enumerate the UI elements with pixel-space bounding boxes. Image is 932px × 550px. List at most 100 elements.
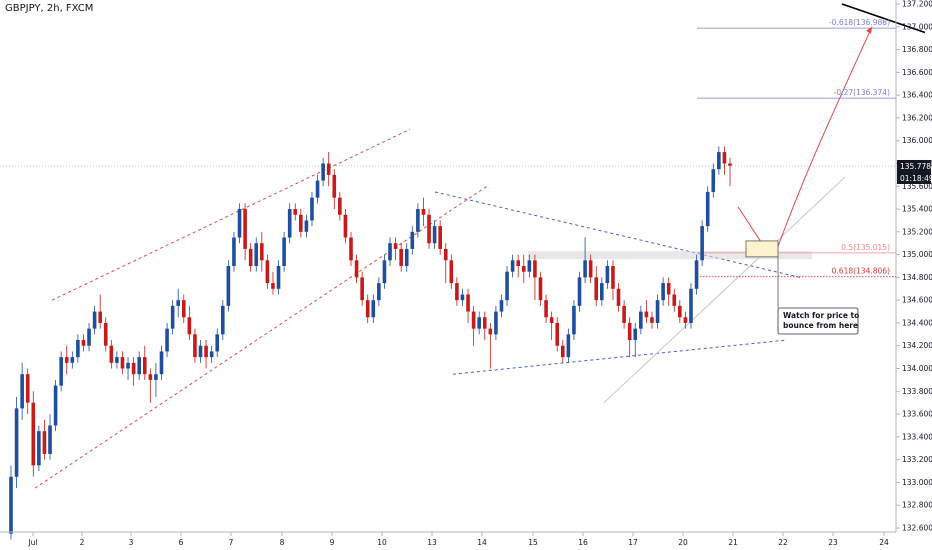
candle-body: [577, 277, 582, 306]
candle-body: [9, 476, 13, 534]
candle-body: [126, 362, 130, 369]
fib-level-label: -0.27(136.374): [834, 88, 890, 97]
candle-body: [700, 226, 704, 261]
price-tick-label: 133.200: [902, 455, 932, 464]
candle-body: [672, 294, 677, 306]
drawings: -0.618(136.988) -0.27(136.374) 0.5(135.015…: [0, 3, 926, 489]
candle-body: [237, 209, 242, 238]
candle-body: [482, 317, 487, 329]
candle-body: [644, 311, 649, 318]
candle-body: [204, 345, 208, 358]
triangle-upper-line: [434, 191, 801, 278]
candle-body: [64, 357, 69, 363]
candle-body: [248, 248, 253, 266]
time-tick-label: 13: [427, 538, 437, 547]
candle-body: [48, 425, 52, 454]
candle-body: [499, 300, 504, 312]
candle-body: [243, 209, 247, 249]
support-zone: [528, 251, 812, 260]
candle-body: [181, 300, 186, 318]
candle-body: [148, 374, 153, 380]
candle-body: [154, 374, 158, 380]
candle-body: [115, 357, 119, 363]
candle-body: [510, 260, 515, 272]
price-tick-label: 134.000: [902, 364, 932, 373]
time-tick-label: 10: [377, 538, 387, 547]
candle-body: [315, 180, 320, 198]
candle-body: [349, 237, 353, 261]
annotation-text-line: Watch for price to: [783, 311, 859, 320]
candle-body: [371, 300, 376, 318]
candle-body: [622, 305, 626, 323]
candle-body: [42, 431, 47, 454]
candle-body: [109, 345, 114, 363]
candle-body: [326, 163, 331, 175]
fib-level-label: 0.5(135.015): [841, 243, 890, 252]
candle-body: [566, 334, 571, 358]
candle-body: [76, 340, 80, 358]
candle-body: [287, 209, 292, 238]
price-tick-label: 136.000: [902, 136, 932, 145]
candle-body: [20, 374, 24, 409]
candle-body: [87, 328, 91, 346]
candle-body: [605, 266, 610, 284]
candle-body: [711, 169, 716, 192]
candle-body: [276, 266, 281, 289]
price-tick-label: 137.000: [902, 22, 932, 31]
candle-body: [488, 328, 493, 335]
candle-body: [332, 174, 337, 198]
candle-body: [365, 300, 370, 318]
price-tick-label: 133.800: [902, 387, 932, 396]
candle-body: [432, 226, 437, 244]
candle-body: [360, 277, 364, 301]
candle-body: [583, 260, 587, 278]
candle-body: [477, 317, 481, 329]
candles: [9, 146, 732, 540]
candle-body: [683, 317, 688, 323]
fib-level-label: -0.618(136.988): [829, 18, 890, 27]
candle-body: [137, 357, 141, 375]
candle-body: [661, 283, 665, 301]
chart-title: GBPJPY, 2h, FXCM: [5, 3, 94, 14]
candle-body: [271, 283, 275, 289]
candle-body: [639, 311, 643, 329]
candle-body: [299, 214, 303, 232]
candle-body: [120, 357, 125, 369]
candle-body: [572, 305, 576, 335]
candle-body: [377, 283, 381, 301]
price-tick-label: 134.600: [902, 296, 932, 305]
price-tick-label: 133.400: [902, 432, 932, 441]
candle-body: [176, 300, 181, 306]
candle-body: [449, 260, 454, 284]
candle-body: [527, 260, 532, 272]
candle-body: [455, 283, 459, 301]
price-tick-label: 135.600: [902, 182, 932, 191]
candle-body: [399, 248, 403, 266]
candle-body: [304, 220, 309, 232]
candle-body: [282, 237, 286, 266]
candle-body: [678, 305, 682, 318]
candle-body: [650, 317, 654, 323]
time-tick-label: 16: [578, 538, 588, 547]
price-tick-label: 134.200: [902, 341, 932, 350]
price-tick-label: 134.400: [902, 318, 932, 327]
projection-arrow: [774, 26, 873, 255]
candle-body: [59, 357, 63, 386]
time-tick-label: 15: [528, 538, 538, 547]
candle-body: [505, 271, 509, 301]
candle-body: [521, 266, 526, 272]
candle-body: [338, 197, 342, 215]
time-tick-label: 24: [879, 538, 889, 547]
candle-body: [466, 294, 470, 312]
price-tick-label: 136.400: [902, 91, 932, 100]
candle-body: [70, 357, 75, 363]
candle-body: [627, 322, 632, 341]
annotation-text-line: bounce from here: [783, 321, 858, 330]
price-tick-label: 136.200: [902, 113, 932, 122]
candle-body: [37, 431, 41, 466]
time-tick-label: 6: [179, 538, 184, 547]
candle-body: [600, 283, 604, 301]
